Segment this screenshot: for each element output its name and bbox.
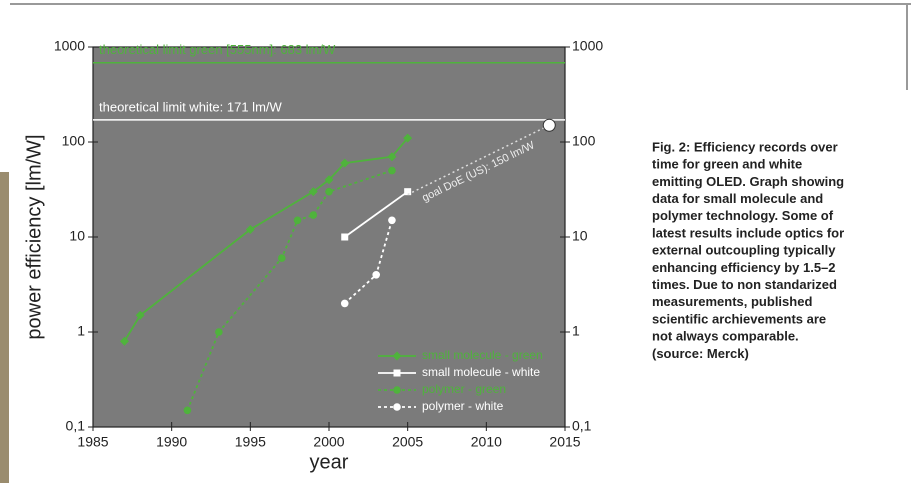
y-tick-label: 0,1 bbox=[66, 418, 86, 434]
marker bbox=[372, 271, 381, 279]
legend-label: small molecule - white bbox=[422, 365, 540, 379]
marker bbox=[278, 254, 286, 262]
legend-label: polymer - green bbox=[422, 382, 506, 396]
caption-line: not always comparable. bbox=[652, 329, 799, 344]
marker bbox=[119, 336, 129, 346]
y2-tick-label: 10 bbox=[572, 228, 588, 244]
y2-tick-label: 1000 bbox=[572, 38, 603, 54]
marker bbox=[309, 211, 318, 219]
marker bbox=[388, 216, 396, 225]
caption-line: measurements, published bbox=[652, 294, 812, 309]
x-tick-label: 2005 bbox=[392, 434, 423, 450]
marker bbox=[293, 216, 302, 225]
caption-line: latest results include optics for bbox=[652, 225, 844, 240]
caption-line: enhancing efficiency by 1.5–2 bbox=[652, 260, 836, 275]
marker bbox=[215, 328, 223, 336]
series-line bbox=[344, 190, 409, 238]
marker bbox=[324, 175, 334, 185]
marker bbox=[135, 310, 145, 320]
marker bbox=[183, 406, 192, 415]
caption-line: (source: Merck) bbox=[652, 346, 749, 361]
y2-tick-label: 0,1 bbox=[572, 418, 592, 434]
limit-label: theoretical limit green [555nm]: 683 lm/… bbox=[99, 42, 336, 57]
x-axis-title: year bbox=[310, 451, 349, 473]
caption-line: emitting OLED. Graph showing bbox=[652, 174, 844, 189]
caption-line: Fig. 2: Efficiency records over bbox=[652, 139, 838, 154]
limit-label: theoretical limit white: 171 lm/W bbox=[99, 99, 283, 114]
y-tick-label: 1000 bbox=[54, 38, 85, 54]
legend-marker bbox=[393, 386, 401, 394]
marker bbox=[308, 187, 318, 197]
legend-marker bbox=[393, 403, 401, 411]
y-axis-title: power efficiency [lm/W] bbox=[23, 134, 45, 339]
marker bbox=[404, 188, 412, 196]
marker bbox=[387, 152, 397, 162]
marker bbox=[403, 133, 413, 143]
x-tick-label: 2000 bbox=[313, 434, 344, 450]
caption-line: data for small molecule and bbox=[652, 191, 823, 206]
x-tick-label: 2015 bbox=[549, 434, 580, 450]
caption-line: external outcoupling typically bbox=[652, 243, 836, 258]
y2-tick-label: 1 bbox=[572, 323, 580, 339]
goal-point bbox=[542, 118, 556, 132]
photo-edge bbox=[0, 172, 9, 483]
caption-line: polymer technology. Some of bbox=[652, 208, 834, 223]
legend-marker bbox=[392, 351, 402, 361]
legend-label: polymer - white bbox=[422, 399, 504, 413]
marker bbox=[340, 158, 350, 168]
y-tick-label: 10 bbox=[69, 228, 85, 244]
caption-line: times. Due to non standarized bbox=[652, 277, 837, 292]
marker bbox=[245, 224, 255, 234]
marker bbox=[388, 166, 396, 175]
x-tick-label: 2010 bbox=[471, 434, 502, 450]
y2-tick-label: 100 bbox=[572, 133, 596, 149]
goal-line bbox=[407, 124, 550, 196]
caption: Fig. 2: Efficiency records over time for … bbox=[652, 139, 844, 360]
caption-line: time for green and white bbox=[652, 157, 802, 172]
marker bbox=[325, 187, 333, 196]
plot-area bbox=[92, 46, 566, 428]
x-tick-label: 1990 bbox=[156, 434, 187, 450]
y-tick-label: 1 bbox=[77, 323, 85, 339]
marker bbox=[341, 233, 349, 241]
series-line bbox=[123, 137, 409, 342]
y-tick-label: 100 bbox=[62, 133, 86, 149]
legend-marker bbox=[393, 369, 401, 377]
marker bbox=[340, 299, 349, 308]
x-tick-label: 1995 bbox=[235, 434, 266, 450]
caption-line: scientific archievements are bbox=[652, 311, 826, 326]
x-tick-label: 1985 bbox=[77, 434, 108, 450]
legend-label: small molecule - green bbox=[422, 348, 543, 362]
